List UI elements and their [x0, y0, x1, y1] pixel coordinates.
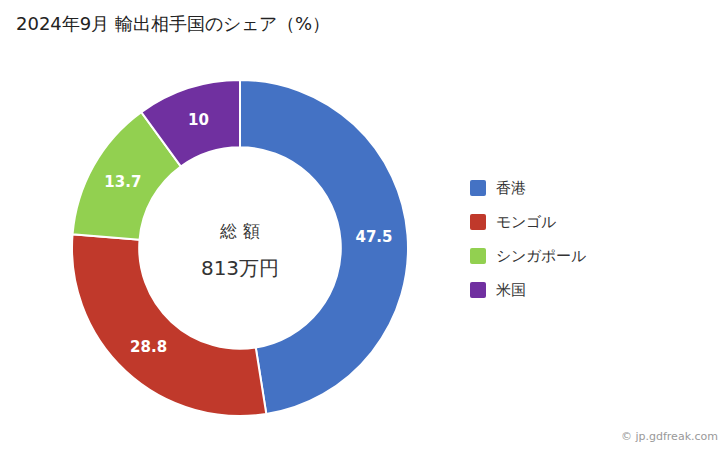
chart: 2024年9月 輸出相手国のシェア（%） 47.5 28.8 13.7 10 総 額 813… — [0, 0, 728, 450]
legend-swatch — [470, 248, 486, 264]
legend-label: シンガポール — [496, 247, 586, 265]
legend: 香港モンゴルシンガポール米国 — [470, 179, 586, 299]
wedges — [72, 80, 408, 416]
data-label: 47.5 — [355, 228, 392, 246]
center-label: 813万円 — [201, 256, 279, 280]
legend-label: モンゴル — [496, 213, 556, 231]
wedge — [240, 80, 408, 414]
legend-swatch — [470, 214, 486, 230]
data-label: 10 — [188, 111, 209, 129]
data-labels: 47.5 28.8 13.7 10 — [104, 111, 392, 355]
background — [0, 0, 728, 450]
title: 2024年9月 輸出相手国のシェア（%） — [16, 13, 330, 34]
watermark: © jp.gdfreak.com — [621, 430, 718, 443]
legend-label: 米国 — [496, 281, 526, 299]
wedge — [141, 80, 240, 166]
data-label: 13.7 — [104, 173, 141, 191]
legend-label: 香港 — [496, 179, 526, 197]
legend-swatch — [470, 180, 486, 196]
legend-swatch — [470, 282, 486, 298]
data-label: 28.8 — [130, 338, 167, 356]
center-label: 総 額 — [219, 221, 259, 241]
